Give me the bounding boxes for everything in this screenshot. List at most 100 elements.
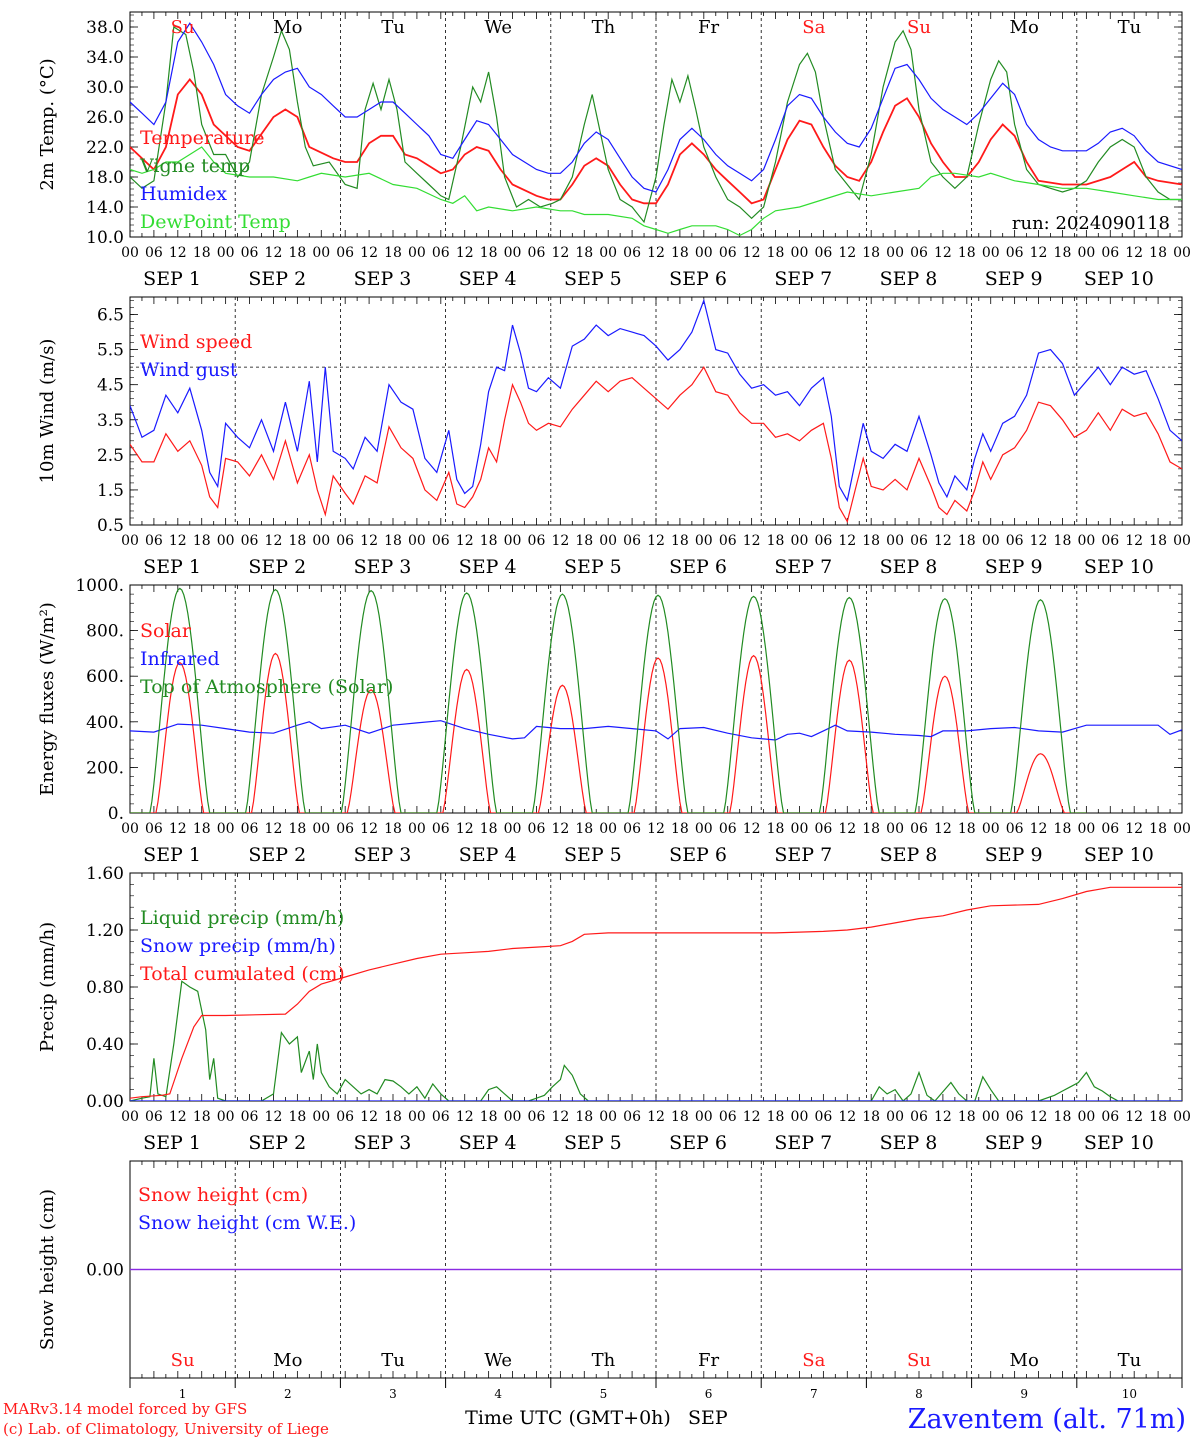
day-number: 2 [284,1387,292,1401]
hour-label: 06 [1101,821,1119,837]
hour-label: 12 [838,533,856,549]
panel-precip: 0.00 0.40 0.80 1.20 1.60 Precip (mm/h) Liquid … [37,864,1191,1154]
series-solar [130,652,1087,813]
hour-label: 06 [432,821,450,837]
hour-label: 12 [360,821,378,837]
hour-label: 06 [432,1109,450,1125]
hour-label: 12 [1030,533,1048,549]
hour-label: 12 [265,1109,283,1125]
y-tick-label: 4.5 [97,376,124,396]
y-tick-label: 0.80 [86,978,124,998]
day-name: Sa [802,17,825,38]
hour-label: 06 [623,821,641,837]
date-label: SEP 5 [564,844,622,866]
hour-label: 06 [814,533,832,549]
hour-label: 18 [862,821,880,837]
hour-label: 06 [241,533,259,549]
y-axis-label: 10m Wind (m/s) [37,339,58,484]
date-label: SEP 9 [985,268,1043,290]
hour-label: 00 [1173,245,1191,261]
date-label: SEP 5 [564,1132,622,1154]
hour-label: 06 [1006,245,1024,261]
legend-entry: Wind gust [140,359,238,381]
date-label: SEP 2 [248,556,306,578]
date-label: SEP 8 [880,268,938,290]
hour-label: 00 [121,1109,139,1125]
y-tick-label: 6.5 [97,306,124,326]
x-axis-month: SEP [688,1407,728,1429]
day-name: Mo [273,1350,302,1371]
hour-label: 06 [1006,1109,1024,1125]
legend-entry: Snow height (cm) [138,1184,308,1206]
hour-label: 06 [145,533,163,549]
hour-label: 12 [265,533,283,549]
hour-label: 12 [838,1109,856,1125]
hour-label: 12 [360,1109,378,1125]
hour-label: 00 [1173,533,1191,549]
date-label: SEP 1 [143,268,201,290]
hour-label: 12 [934,533,952,549]
hour-label: 00 [886,533,904,549]
day-number: 10 [1122,1387,1137,1401]
hour-label: 06 [432,245,450,261]
hour-label: 18 [671,533,689,549]
hour-label: 18 [958,821,976,837]
hour-label: 18 [480,533,498,549]
series-temperature [130,78,1182,205]
hour-label: 00 [599,1109,617,1125]
hour-label: 06 [623,245,641,261]
hour-label: 00 [121,245,139,261]
hour-label: 12 [838,245,856,261]
hour-label: 00 [408,245,426,261]
y-axis-label: 2m Temp. (°C) [37,58,58,190]
panel-wind: 0.5 1.5 2.5 3.5 4.5 5.5 6.5 10m Wind (m/s) Wind … [37,296,1191,578]
hour-label: 18 [288,1109,306,1125]
hour-label: 12 [934,1109,952,1125]
legend-entry: Wind speed [140,331,252,353]
y-axis-label: Energy fluxes (W/m²) [37,602,58,796]
hour-label: 00 [695,245,713,261]
series-top-of-atmosphere-solar- [130,587,1087,813]
day-name: Mo [1010,17,1039,38]
day-number: 9 [1020,1387,1028,1401]
hour-label: 12 [551,533,569,549]
legend-entry: Total cumulated (cm) [140,963,345,985]
hour-label: 12 [1125,821,1143,837]
y-tick-label: 3.5 [97,411,124,431]
hour-label: 18 [575,1109,593,1125]
hour-label: 06 [145,245,163,261]
panel-temp: 10.0 14.0 18.0 22.0 26.0 30.0 34.0 38.0 2m Temp.… [37,11,1191,290]
y-tick-label: 30.0 [86,78,124,98]
date-label: SEP 2 [248,1132,306,1154]
date-label: SEP 7 [774,1132,832,1154]
hour-label: 00 [1173,821,1191,837]
hour-label: 12 [647,821,665,837]
hour-label: 18 [193,245,211,261]
hour-label: 18 [958,533,976,549]
legend-entry: Vigne temp [139,155,250,177]
legend-entry: Humidex [140,183,227,205]
date-label: SEP 9 [985,1132,1043,1154]
hour-label: 00 [217,245,235,261]
date-label: SEP 4 [459,1132,517,1154]
hour-label: 18 [1054,533,1072,549]
y-tick-label: 0.00 [86,1261,124,1281]
date-label: SEP 1 [143,556,201,578]
date-label: SEP 10 [1084,268,1154,290]
hour-label: 00 [217,1109,235,1125]
date-label: SEP 3 [354,1132,412,1154]
hour-label: 00 [695,1109,713,1125]
hour-label: 12 [265,245,283,261]
hour-label: 12 [838,821,856,837]
date-label: SEP 10 [1084,844,1154,866]
hour-label: 12 [551,245,569,261]
hour-label: 18 [288,245,306,261]
hour-label: 18 [384,1109,402,1125]
hour-label: 12 [647,533,665,549]
credit-line-2: (c) Lab. of Climatology, University of L… [3,1420,329,1438]
hour-label: 00 [599,245,617,261]
y-tick-label: 0.5 [97,516,124,536]
y-tick-label: 38.0 [86,18,124,38]
hour-label: 18 [193,821,211,837]
hour-label: 00 [408,1109,426,1125]
